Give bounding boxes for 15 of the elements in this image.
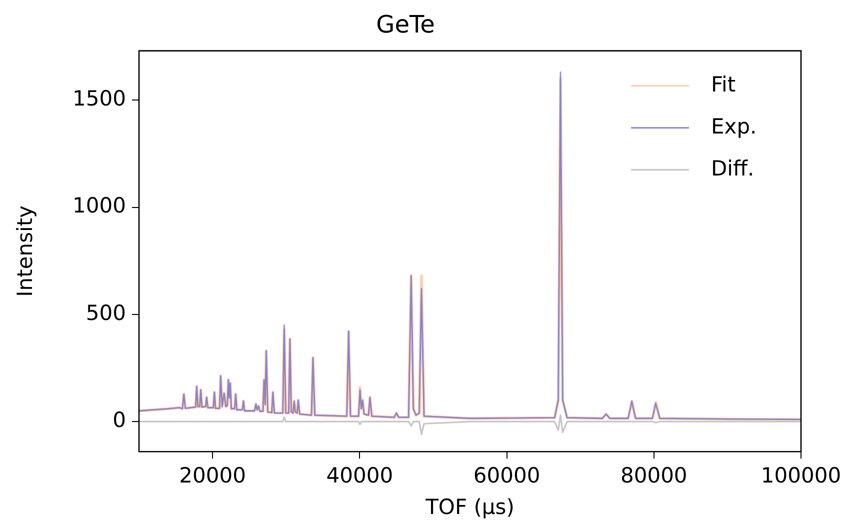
x-tick-label: 80000 bbox=[620, 464, 688, 488]
x-tick-label: 60000 bbox=[473, 464, 540, 488]
x-tick-label: 20000 bbox=[179, 464, 246, 488]
y-tick-label: 1000 bbox=[72, 194, 126, 218]
legend-label: Exp. bbox=[711, 114, 757, 138]
x-axis-title: TOF (μs) bbox=[424, 494, 514, 519]
legend-label: Diff. bbox=[711, 156, 754, 180]
y-axis-title: Intensity bbox=[13, 205, 38, 297]
y-tick-label: 1500 bbox=[72, 86, 126, 111]
y-tick-label: 0 bbox=[112, 408, 126, 432]
x-tick-label: 100000 bbox=[760, 464, 842, 488]
chart-title: GeTe bbox=[376, 10, 435, 39]
y-tick-label: 500 bbox=[86, 300, 126, 325]
x-tick-label: 40000 bbox=[326, 464, 394, 488]
legend-label: Fit bbox=[711, 72, 736, 96]
